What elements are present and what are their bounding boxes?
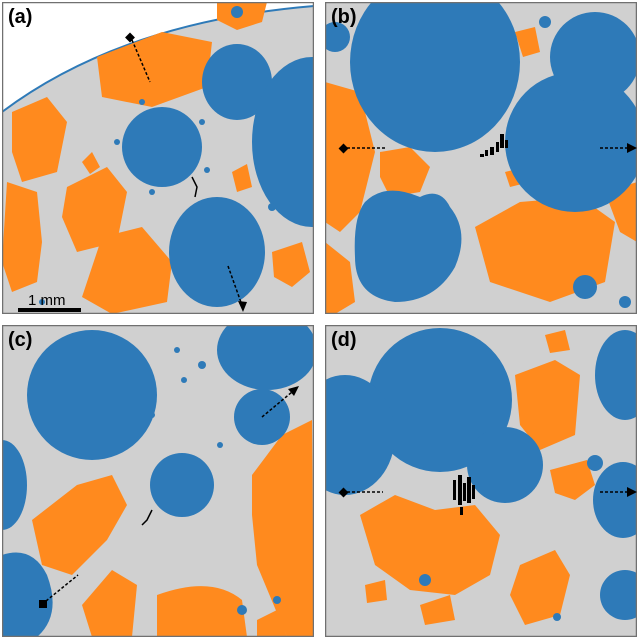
border [325, 325, 637, 637]
crack [191, 176, 198, 198]
border [2, 325, 314, 637]
panel-label-d: (d) [331, 329, 357, 351]
micrograph-a [2, 2, 314, 314]
scale-bar-label: 1 mm [28, 292, 66, 309]
micrograph-b [325, 2, 637, 314]
panel-label-a: (a) [8, 6, 33, 28]
scale-bar: 1 mm [16, 292, 86, 314]
micrograph-c [2, 325, 314, 637]
orange-particles [325, 27, 637, 314]
crack-cluster [480, 134, 508, 157]
blue-particles [325, 2, 637, 308]
sample-edge-cutout [2, 2, 314, 112]
scale-bar-line [18, 308, 81, 312]
panel-b: (b) [325, 2, 637, 314]
crack-cluster [453, 475, 475, 515]
border [2, 2, 314, 314]
blue-particles [325, 328, 637, 621]
panel-label-c: (c) [8, 329, 33, 351]
panel-c: (c) [2, 325, 314, 637]
border [325, 2, 637, 314]
orange-particles [360, 330, 595, 625]
blue-particles [39, 6, 314, 307]
micrograph-d [325, 325, 637, 637]
orange-particles [2, 2, 310, 314]
panel-label-b: (b) [331, 6, 357, 28]
crack [141, 509, 153, 526]
panel-d: (d) [325, 325, 637, 637]
panel-a: (a) 1 mm [2, 2, 314, 314]
